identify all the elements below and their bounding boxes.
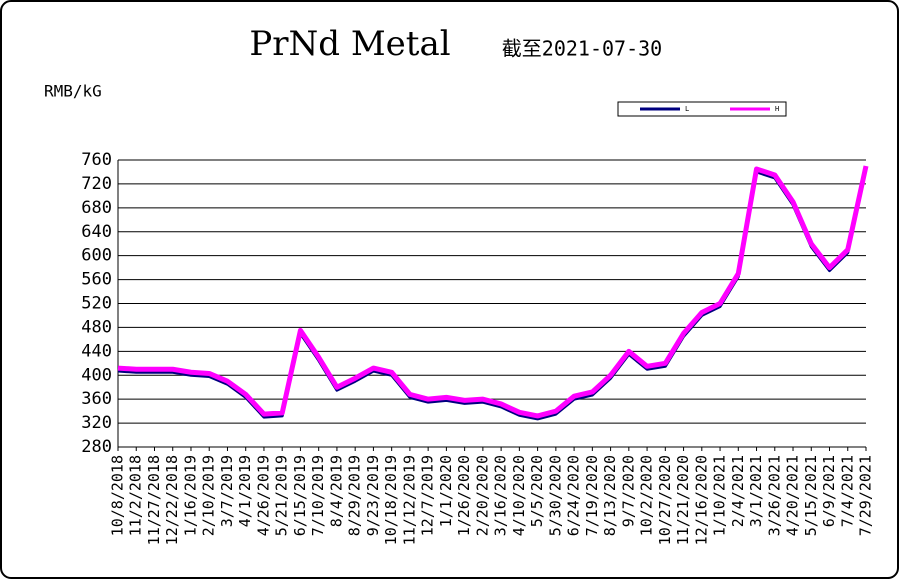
x-tick-label: 7/19/2020 [583, 455, 601, 536]
legend-label: L [685, 105, 689, 113]
y-tick-label: 280 [81, 437, 112, 457]
x-tick-label: 6/24/2020 [565, 455, 583, 536]
x-tick-label: 10/27/2020 [656, 455, 674, 545]
x-tick-label: 3/16/2020 [492, 455, 510, 536]
x-tick-label: 10/2/2020 [638, 455, 656, 536]
legend-box [617, 101, 787, 117]
x-tick-label: 9/23/2019 [364, 455, 382, 536]
x-tick-label: 9/7/2020 [619, 455, 637, 527]
x-tick-label: 12/22/2018 [163, 455, 181, 545]
y-tick-label: 440 [81, 341, 112, 361]
y-tick-label: 520 [81, 294, 112, 314]
x-tick-label: 12/16/2020 [692, 455, 710, 545]
chart-title: PrNd Metal [249, 24, 450, 64]
x-tick-label: 3/1/2021 [747, 455, 765, 527]
x-tick-label: 10/18/2019 [382, 455, 400, 545]
x-tick-label: 1/1/2020 [437, 455, 455, 527]
x-tick-label: 10/8/2018 [109, 455, 127, 536]
x-tick-label: 3/7/2019 [218, 455, 236, 527]
x-tick-label: 2/10/2019 [200, 455, 218, 536]
x-tick-label: 8/13/2020 [601, 455, 619, 536]
y-tick-label: 640 [81, 222, 112, 242]
series-line [117, 165, 869, 419]
x-tick-label: 11/21/2020 [674, 455, 692, 545]
x-tick-label: 8/4/2019 [327, 455, 345, 527]
x-tick-label: 4/20/2021 [784, 455, 802, 536]
x-tick-label: 5/15/2021 [802, 455, 820, 536]
x-tick-label: 8/29/2019 [346, 455, 364, 536]
x-tick-label: 6/15/2019 [291, 455, 309, 536]
x-tick-label: 1/26/2020 [455, 455, 473, 536]
y-axis-label: RMB/kG [44, 82, 102, 101]
x-tick-label: 4/26/2019 [254, 455, 272, 536]
x-tick-label: 6/9/2021 [820, 455, 838, 527]
x-tick-label: 4/10/2020 [510, 455, 528, 536]
y-tick-label: 560 [81, 270, 112, 290]
y-tick-label: 720 [81, 174, 112, 194]
x-tick-label: 11/2/2018 [127, 455, 145, 536]
x-tick-label: 7/4/2021 [838, 455, 856, 527]
y-tick-label: 600 [81, 246, 112, 266]
y-tick-label: 680 [81, 198, 112, 218]
x-tick-label: 4/1/2019 [236, 455, 254, 527]
x-tick-label: 1/10/2021 [711, 455, 729, 536]
y-tick-label: 360 [81, 389, 112, 409]
y-tick-label: 480 [81, 317, 112, 337]
y-tick-label: 760 [81, 150, 112, 170]
x-tick-label: 3/26/2021 [765, 455, 783, 536]
x-tick-label: 11/27/2018 [145, 455, 163, 545]
x-tick-label: 11/12/2019 [400, 455, 418, 545]
chart-subtitle: 截至2021-07-30 [502, 37, 662, 61]
x-tick-label: 12/7/2019 [419, 455, 437, 536]
x-tick-label: 2/20/2020 [473, 455, 491, 536]
y-tick-label: 400 [81, 365, 112, 385]
x-tick-label: 7/10/2019 [309, 455, 327, 536]
y-tick-label: 320 [81, 413, 112, 433]
x-tick-label: 5/30/2020 [546, 455, 564, 536]
x-tick-label: 5/5/2020 [528, 455, 546, 527]
x-tick-label: 5/21/2019 [273, 455, 291, 536]
x-tick-label: 7/29/2021 [857, 455, 875, 536]
x-tick-label: 2/4/2021 [729, 455, 747, 527]
legend-label: H [775, 105, 779, 113]
x-tick-label: 1/16/2019 [181, 455, 199, 536]
